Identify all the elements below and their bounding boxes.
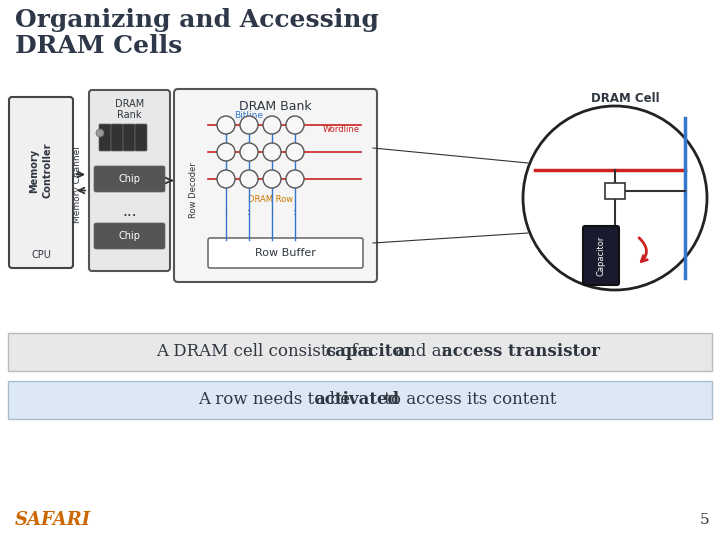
- FancyBboxPatch shape: [174, 89, 377, 282]
- FancyBboxPatch shape: [94, 166, 165, 192]
- Text: Transistor: Transistor: [557, 199, 600, 208]
- Bar: [605, 183, 625, 199]
- Text: Bitline: Bitline: [235, 111, 264, 119]
- Text: CPU: CPU: [31, 250, 51, 260]
- Circle shape: [240, 143, 258, 161]
- Text: Bitline: Bitline: [690, 187, 700, 219]
- Circle shape: [240, 116, 258, 134]
- FancyBboxPatch shape: [9, 97, 73, 268]
- Circle shape: [263, 170, 281, 188]
- Text: DRAM Cell: DRAM Cell: [590, 91, 660, 105]
- FancyBboxPatch shape: [8, 333, 712, 371]
- Text: Organizing and Accessing: Organizing and Accessing: [15, 8, 379, 32]
- Text: A DRAM cell consists of a: A DRAM cell consists of a: [156, 343, 378, 361]
- Text: Row Decoder: Row Decoder: [189, 163, 199, 218]
- FancyBboxPatch shape: [99, 124, 111, 151]
- Circle shape: [286, 143, 304, 161]
- FancyBboxPatch shape: [111, 124, 123, 151]
- FancyBboxPatch shape: [123, 124, 135, 151]
- Text: capacitor: capacitor: [325, 343, 412, 361]
- Text: :: :: [293, 207, 297, 217]
- Text: SAFARI: SAFARI: [15, 511, 91, 529]
- Text: Wordline: Wordline: [569, 152, 631, 165]
- Circle shape: [96, 129, 104, 137]
- FancyBboxPatch shape: [89, 90, 170, 271]
- Text: :: :: [225, 207, 228, 217]
- FancyBboxPatch shape: [8, 381, 712, 419]
- Text: DRAM: DRAM: [115, 99, 144, 109]
- Text: DRAM Bank: DRAM Bank: [239, 99, 312, 112]
- Text: DRAM Row: DRAM Row: [248, 194, 294, 204]
- Text: Rank: Rank: [117, 110, 142, 120]
- Text: Memory
Controller: Memory Controller: [30, 143, 53, 198]
- Text: Wordline: Wordline: [323, 125, 360, 133]
- Text: activated: activated: [315, 392, 400, 408]
- Circle shape: [263, 143, 281, 161]
- Text: Chip: Chip: [119, 231, 140, 241]
- Text: :: :: [271, 207, 274, 217]
- Circle shape: [263, 116, 281, 134]
- Circle shape: [240, 170, 258, 188]
- Text: Memory Channel: Memory Channel: [73, 146, 83, 223]
- Text: :: :: [248, 207, 251, 217]
- Text: Row Buffer: Row Buffer: [255, 248, 316, 258]
- Text: Chip: Chip: [119, 174, 140, 184]
- Circle shape: [523, 106, 707, 290]
- Circle shape: [217, 116, 235, 134]
- FancyBboxPatch shape: [208, 238, 363, 268]
- Circle shape: [217, 170, 235, 188]
- Text: DRAM Cells: DRAM Cells: [15, 34, 182, 58]
- Text: Access: Access: [557, 186, 588, 194]
- Circle shape: [286, 170, 304, 188]
- Text: Capacitor: Capacitor: [596, 235, 606, 276]
- Text: 5: 5: [700, 513, 710, 527]
- Text: ...: ...: [122, 204, 137, 219]
- Circle shape: [286, 116, 304, 134]
- Text: to access its content: to access its content: [379, 392, 557, 408]
- Text: access transistor: access transistor: [441, 343, 600, 361]
- FancyBboxPatch shape: [583, 226, 619, 285]
- Text: and an: and an: [390, 343, 457, 361]
- FancyBboxPatch shape: [135, 124, 147, 151]
- Circle shape: [217, 143, 235, 161]
- FancyBboxPatch shape: [94, 223, 165, 249]
- Text: A row needs to be: A row needs to be: [197, 392, 355, 408]
